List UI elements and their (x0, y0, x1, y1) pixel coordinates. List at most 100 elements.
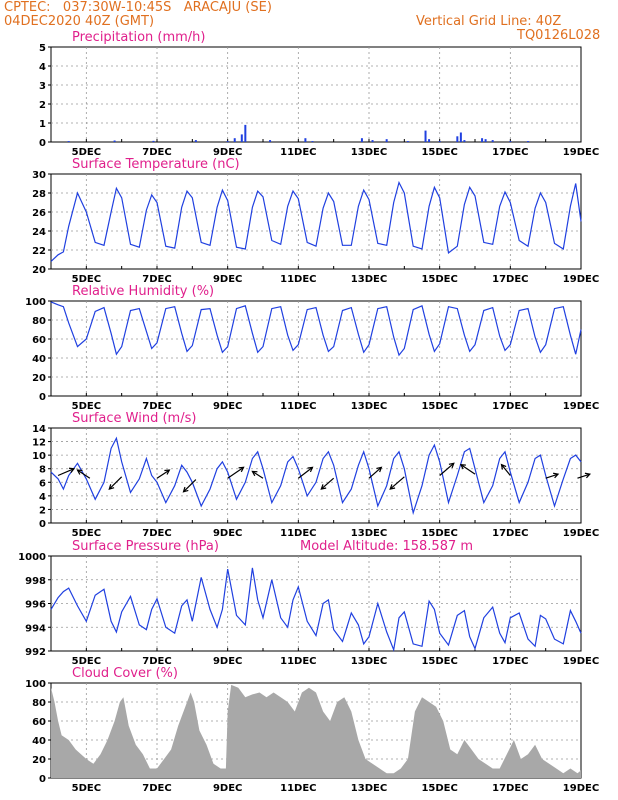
humidity-series-line (50, 301, 582, 357)
wind-arrow-shaft (297, 466, 313, 479)
temperature-frame (50, 173, 582, 270)
wind-arrow (297, 466, 314, 479)
precipitation-bar (311, 141, 314, 142)
humidity-xtick-label: 17DEC (492, 401, 528, 412)
cloud-cover-ytick-label: 0 (39, 774, 46, 785)
humidity-ytick-label: 60 (32, 335, 46, 346)
temperature-xtick-label: 15DEC (421, 274, 457, 285)
wind-arrow-head (448, 462, 455, 469)
wind-arrow-shaft (57, 468, 75, 477)
wind-xtick-label: 13DEC (351, 528, 387, 539)
humidity-ytick-label: 100 (25, 297, 46, 308)
wind-arrow-shaft (183, 479, 197, 493)
wind-xtick-label: 19DEC (563, 528, 599, 539)
humidity-xtick-label: 5DEC (72, 401, 101, 412)
precipitation-bar (406, 141, 409, 142)
wind-title: Surface Wind (m/s) (72, 411, 196, 426)
wind-ytick-label: 12 (32, 438, 46, 449)
cloud-cover-xtick-label: 17DEC (492, 783, 528, 794)
pressure-xtick-label: 13DEC (351, 656, 387, 667)
pressure-xtick-label: 11DEC (280, 656, 316, 667)
temperature-ytick-label: 30 (32, 170, 46, 181)
temperature-xtick-label: 5DEC (72, 274, 101, 285)
temperature-panel: 20 22 24 26 28 30 5DEC 7DEC 9DEC 11DEC 13DEC 15DEC 1… (32, 157, 599, 285)
precipitation-ytick-label: 2 (39, 100, 46, 111)
wind-arrow-shaft (368, 466, 382, 479)
cloud-cover-area (51, 684, 581, 778)
wind-ytick-label: 2 (39, 505, 46, 516)
precipitation-xtick-label: 15DEC (421, 147, 457, 158)
temperature-xtick-label: 17DEC (492, 274, 528, 285)
cloud-cover-xtick-label: 15DEC (421, 783, 457, 794)
precipitation-bar (509, 141, 512, 142)
wind-arrow-head (164, 469, 171, 475)
cloud-cover-ytick-label: 20 (32, 755, 46, 766)
precipitation-bar (527, 141, 529, 142)
humidity-ytick-label: 0 (39, 392, 46, 403)
wind-arrow-head (389, 484, 396, 490)
precipitation-bar (456, 136, 459, 142)
wind-ytick-label: 8 (39, 465, 46, 476)
wind-panel: 0 2 4 6 8 10 12 14 5DEC 7DEC 9DEC 11DEC 13DEC 15DEC 17… (32, 411, 599, 539)
wind-arrow-head (307, 466, 314, 473)
wind-arrow (108, 476, 123, 490)
wind-arrow-head (76, 469, 83, 475)
wind-ytick-label: 6 (39, 478, 46, 489)
precipitation-ytick-label: 4 (39, 62, 46, 73)
precipitation-xtick-label: 19DEC (563, 147, 599, 158)
pressure-xtick-label: 17DEC (492, 656, 528, 667)
pressure-panel: 992 994 996 998 1000 5DEC 7DEC 9DEC 11DEC 13DEC 15… (18, 539, 599, 667)
wind-arrow-head (251, 470, 258, 477)
wind-arrow-shaft (389, 476, 405, 490)
pressure-xtick-label: 19DEC (563, 656, 599, 667)
humidity-xtick-label: 7DEC (142, 401, 171, 412)
wind-ytick-label: 10 (32, 451, 46, 462)
wind-arrow (459, 463, 476, 475)
wind-arrow-shaft (501, 464, 511, 476)
precipitation-title: Precipitation (mm/h) (72, 30, 205, 45)
wind-xtick-label: 9DEC (213, 528, 242, 539)
temperature-title: Surface Temperature (nC) (72, 157, 240, 172)
precipitation-bar (244, 124, 247, 142)
precipitation-bar (360, 138, 363, 142)
temperature-ytick-label: 24 (32, 227, 46, 238)
precipitation-bar (463, 140, 466, 142)
precipitation-bar (484, 139, 487, 142)
pressure-xtick-label: 9DEC (213, 656, 242, 667)
precipitation-bar (424, 130, 427, 142)
pressure-title: Surface Pressure (hPa) (72, 539, 219, 554)
wind-arrow-head (238, 466, 245, 473)
humidity-xtick-label: 9DEC (213, 401, 242, 412)
precipitation-bar (67, 141, 70, 142)
humidity-xtick-label: 11DEC (280, 401, 316, 412)
precipitation-bar (371, 140, 374, 142)
precipitation-xtick-label: 5DEC (72, 147, 101, 158)
temperature-ytick-label: 22 (32, 246, 46, 257)
temperature-xtick-label: 19DEC (563, 274, 599, 285)
temperature-xtick-label: 9DEC (213, 274, 242, 285)
precipitation-ytick-label: 5 (39, 43, 46, 54)
wind-arrow-head (320, 484, 327, 490)
wind-xtick-label: 11DEC (280, 528, 316, 539)
date-label: 04DEC2020 40Z (GMT) (4, 14, 155, 29)
temperature-xtick-label: 7DEC (142, 274, 171, 285)
precipitation-bar (194, 140, 197, 142)
humidity-xtick-label: 15DEC (421, 401, 457, 412)
precipitation-bar (459, 132, 462, 142)
pressure-xtick-label: 7DEC (142, 656, 171, 667)
wind-arrow-head (584, 472, 592, 479)
wind-arrow-head (108, 484, 115, 490)
wind-arrow (227, 466, 245, 479)
wind-arrow-shaft (77, 469, 91, 479)
wind-arrow-shaft (108, 476, 123, 490)
wind-arrow-head (182, 486, 189, 493)
wind-arrow (577, 472, 592, 479)
precipitation-ytick-label: 3 (39, 81, 46, 92)
run-code-label: TQ0126L028 (517, 28, 601, 43)
wind-arrow-shaft (545, 473, 559, 479)
precipitation-bar (240, 134, 243, 142)
wind-arrow (156, 469, 171, 479)
temperature-series-line (50, 180, 582, 262)
pressure-ytick-label: 992 (25, 647, 46, 658)
